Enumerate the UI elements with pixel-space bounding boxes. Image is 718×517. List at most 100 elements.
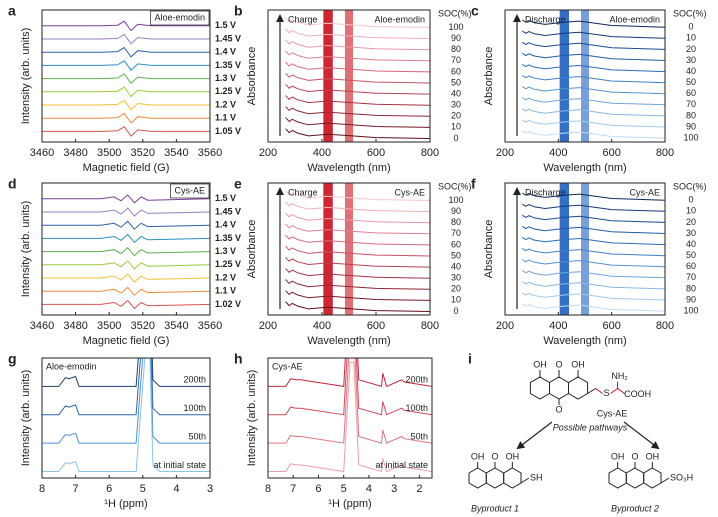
annotation: Aloe-emodin	[46, 361, 97, 371]
product-label: Byproduct 1	[471, 503, 519, 513]
legend-label: 0	[688, 22, 693, 32]
x-tick-label: 3500	[97, 147, 121, 159]
legend-label: 1.3 V	[215, 73, 236, 83]
atom-label: SO₃H	[670, 472, 693, 482]
legend-label: 1.05 V	[215, 126, 241, 136]
spectrum-line	[42, 299, 210, 310]
spectrum-line	[42, 358, 210, 472]
highlight-band	[581, 183, 589, 315]
spectrum-line	[285, 256, 430, 268]
annotation: Aloe-emodin	[374, 14, 425, 24]
x-tick-label: 7	[73, 483, 79, 495]
spectrum-line	[42, 358, 210, 416]
spectrum-line	[42, 60, 210, 71]
legend-label: 200th	[183, 375, 206, 385]
bond	[587, 388, 596, 394]
atom-label: O	[555, 359, 562, 369]
x-tick-label: 3	[207, 483, 213, 495]
spectrum-line	[268, 358, 432, 444]
atom-label: S	[604, 388, 610, 398]
spectrum-line	[285, 17, 430, 28]
x-tick-label: 3520	[131, 320, 155, 332]
legend-title: SOC(%)	[438, 181, 472, 191]
x-tick-label: 600	[367, 320, 385, 332]
spectrum-line	[522, 236, 665, 246]
legend-label: 100	[683, 305, 698, 315]
legend-label: 1.5 V	[215, 20, 236, 30]
legend-label: 1.2 V	[215, 272, 236, 282]
x-tick-label: 3560	[198, 147, 222, 159]
legend-label: 30	[686, 55, 696, 65]
reactant-label: Cys-AE	[597, 408, 628, 418]
atom-label: O	[491, 451, 498, 461]
legend-label: 70	[686, 272, 696, 282]
spectrum-line	[522, 108, 665, 117]
legend-label: 0	[688, 195, 693, 205]
legend-label: 100	[683, 132, 698, 142]
highlight-band	[323, 183, 333, 315]
atom-label: OH	[611, 451, 625, 461]
atom-label: O	[631, 451, 638, 461]
spectrum-line	[522, 119, 665, 128]
x-tick-label: 4	[366, 483, 372, 495]
spectrum-line	[42, 20, 210, 32]
plot-frame	[504, 9, 666, 143]
x-axis-label: ¹H (ppm)	[328, 498, 371, 510]
panel-letter: e	[234, 176, 242, 192]
atom-label: COOH	[624, 389, 651, 399]
spectrum-line	[42, 207, 210, 217]
annotation: Cys-AE	[629, 187, 660, 197]
x-tick-label: 8	[265, 483, 271, 495]
spectrum-line	[42, 46, 210, 58]
bond	[520, 477, 530, 484]
atom-label: NH₂	[611, 371, 628, 381]
spectrum-line	[42, 126, 210, 137]
product-label: Byproduct 2	[611, 503, 659, 513]
spectrum-line	[522, 281, 665, 290]
y-axis-label: Intensity (arb. units)	[20, 370, 32, 467]
spectrum-line	[285, 95, 430, 106]
y-axis-label: Intensity (arb. units)	[20, 201, 32, 298]
legend-label: 70	[451, 228, 461, 238]
legend-label: 90	[451, 33, 461, 43]
plot-frame	[41, 182, 211, 316]
spectrum-line	[522, 97, 665, 106]
legend-label: 1.25 V	[215, 86, 241, 96]
legend-label: 1.02 V	[215, 299, 241, 309]
spectrum-line	[285, 245, 430, 257]
legend-label: 50th	[188, 431, 206, 441]
legend-label: 40	[686, 66, 696, 76]
legend-label: 90	[686, 294, 696, 304]
spectrum-line	[42, 246, 210, 257]
spectrum-line	[522, 52, 665, 61]
x-axis-label: Magnetic field (G)	[83, 335, 170, 347]
ring	[529, 376, 550, 400]
legend-label: 90	[451, 206, 461, 216]
spectrum-line	[522, 203, 665, 212]
legend-label: 50	[451, 77, 461, 87]
x-axis-label: ¹H (ppm)	[104, 498, 147, 510]
highlight-band	[559, 183, 569, 315]
legend-label: 1.25 V	[215, 259, 241, 269]
x-tick-label: 3520	[131, 147, 155, 159]
legend-label: 80	[686, 283, 696, 293]
spectrum-line	[285, 117, 430, 128]
spectrum-line	[42, 358, 210, 444]
annotation: Discharge	[525, 187, 566, 197]
annotation: Charge	[288, 14, 318, 24]
x-tick-label: 200	[259, 147, 277, 159]
legend-label: 20	[686, 217, 696, 227]
legend-label: 40	[451, 88, 461, 98]
highlight-band	[581, 10, 589, 142]
spectrum-line	[522, 225, 665, 234]
annotation: Charge	[288, 187, 318, 197]
spectrum-line	[285, 223, 430, 235]
panel-letter: h	[234, 351, 243, 367]
ring	[503, 467, 522, 489]
legend-label: 90	[686, 121, 696, 131]
x-tick-label: 3540	[164, 147, 188, 159]
legend-label: 50	[451, 250, 461, 260]
ring	[485, 467, 505, 489]
spectrum-line	[42, 86, 210, 98]
x-tick-label: 4	[173, 483, 179, 495]
